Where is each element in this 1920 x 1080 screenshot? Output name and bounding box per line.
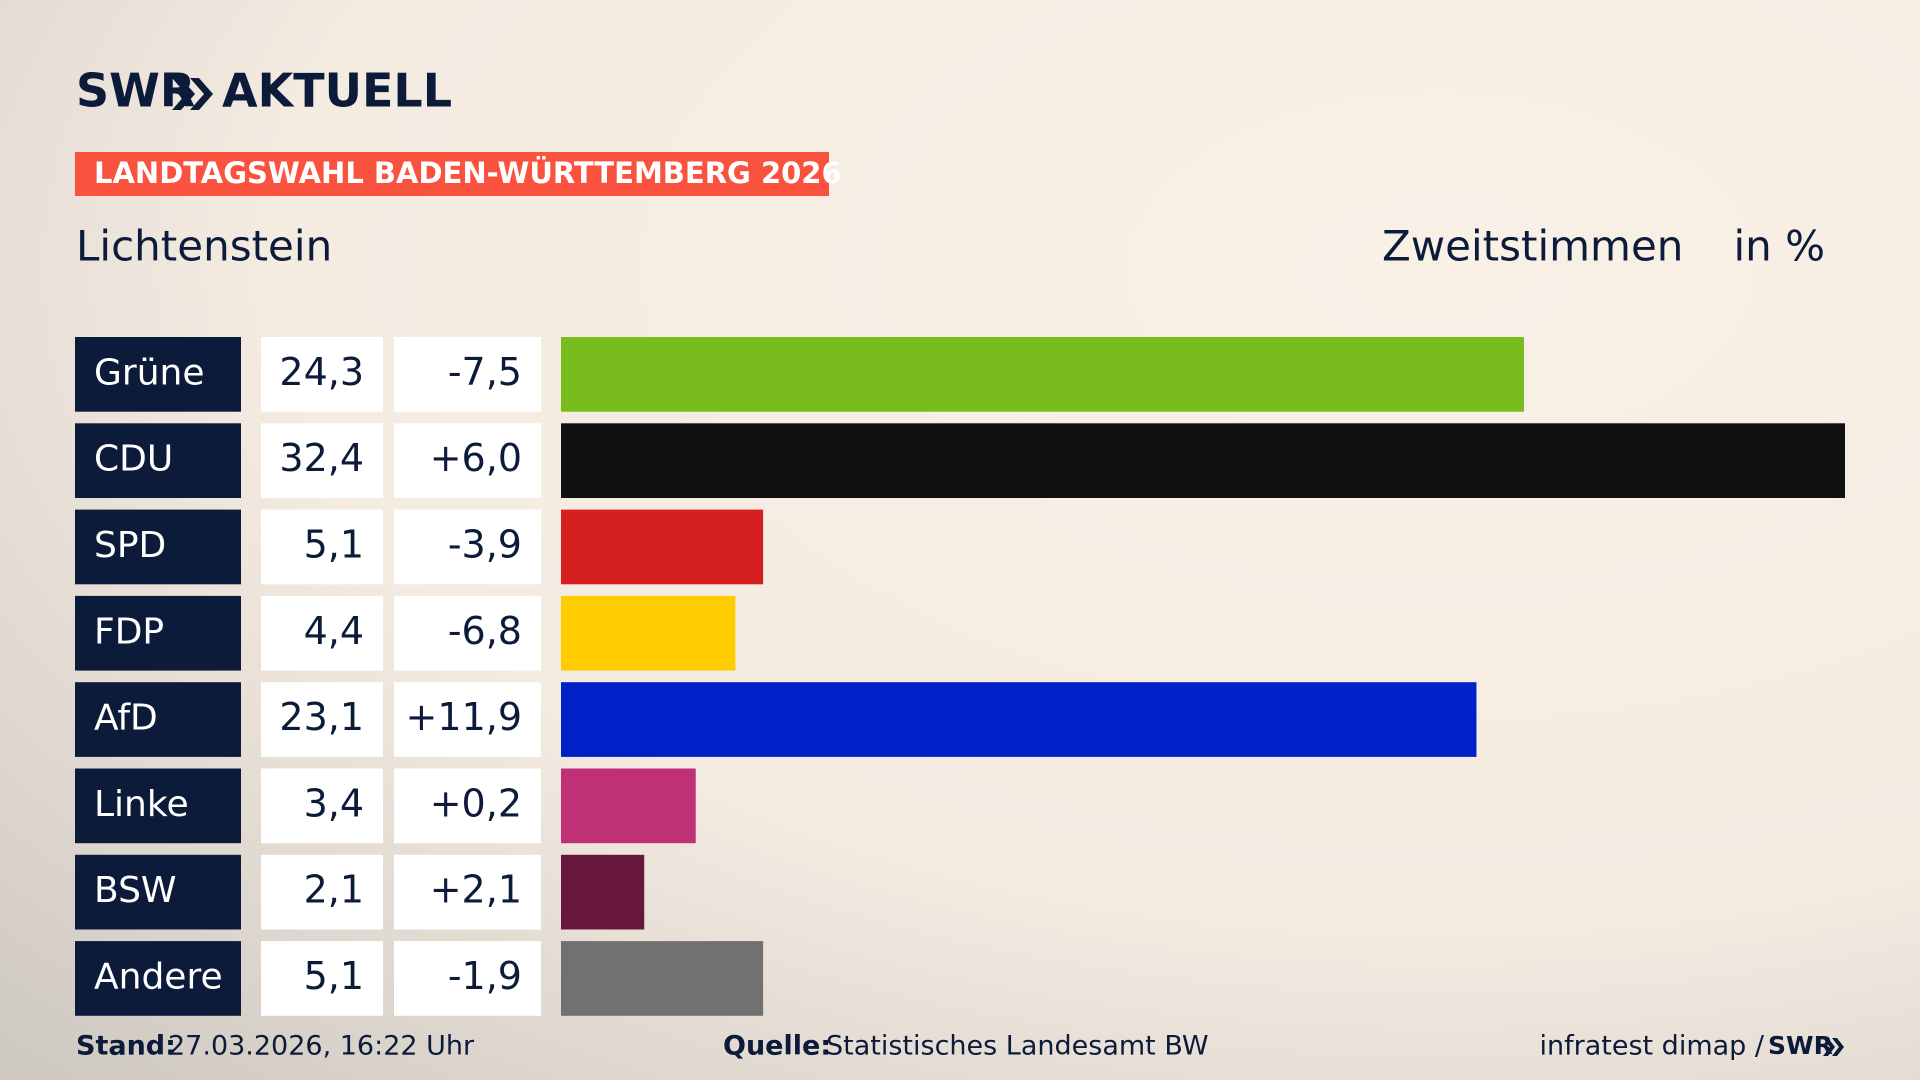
change-cell <box>394 941 541 1016</box>
party-cell <box>75 682 241 757</box>
change-label: -7,5 <box>448 350 522 394</box>
change-cell <box>394 768 541 844</box>
source-label: Quelle: <box>723 1031 831 1062</box>
party-label: SPD <box>94 525 166 566</box>
measure: Zweitstimmen <box>1382 222 1683 271</box>
value-cell <box>261 595 383 671</box>
change-cell <box>394 854 541 930</box>
party-cell <box>75 854 241 930</box>
party-cell <box>75 941 241 1016</box>
rows: Grüne 24,3 -7,5 CDU 32,4 +6,0 SPD 5,1 -3,9 FDP 4,4… <box>75 337 1845 1016</box>
value-label: 23,1 <box>279 695 364 739</box>
party-cell <box>75 337 241 412</box>
change-label: -3,9 <box>448 522 522 566</box>
stand: 27.03.2026, 16:22 Uhr <box>168 1031 475 1062</box>
value-cell <box>261 509 383 585</box>
credit-brand: SWR <box>1768 1031 1833 1060</box>
bar <box>561 941 764 1016</box>
value-cell <box>261 337 383 412</box>
subtitle: Lichtenstein <box>76 222 332 271</box>
chart-title: LANDTAGSWAHL BADEN-WÜRTTEMBERG 2026 <box>94 156 842 190</box>
value-cell <box>261 768 383 844</box>
party-label: Linke <box>94 784 189 825</box>
change-cell <box>394 337 541 412</box>
value-cell <box>261 941 383 1016</box>
value-label: 5,1 <box>304 954 364 998</box>
party-cell <box>75 768 241 844</box>
brand-chevrons <box>172 78 213 110</box>
party-label: Grüne <box>94 352 204 393</box>
stand-label: Stand: <box>76 1031 176 1062</box>
party-label: AfD <box>94 698 158 739</box>
unit: in % <box>1733 222 1825 271</box>
value-cell <box>261 423 383 498</box>
value-label: 4,4 <box>304 609 364 653</box>
party-label: CDU <box>94 439 173 480</box>
party-label: Andere <box>94 956 223 997</box>
value-label: 5,1 <box>304 522 364 566</box>
change-cell <box>394 595 541 671</box>
bar <box>561 595 736 671</box>
bar <box>561 682 1477 757</box>
bar <box>561 854 645 930</box>
title-banner <box>75 152 829 196</box>
party-label: FDP <box>94 611 164 652</box>
brand-product: AKTUELL <box>222 64 452 118</box>
bar <box>561 768 696 844</box>
value-label: 2,1 <box>304 868 364 912</box>
bar <box>561 509 764 585</box>
change-label: -1,9 <box>448 954 522 998</box>
credit: infratest dimap / <box>1539 1031 1764 1062</box>
bar <box>561 423 1845 498</box>
party-cell <box>75 509 241 585</box>
source: Statistisches Landesamt BW <box>826 1031 1209 1062</box>
change-label: +2,1 <box>430 868 522 912</box>
value-label: 3,4 <box>304 781 364 825</box>
change-cell <box>394 682 541 757</box>
value-cell <box>261 682 383 757</box>
change-label: -6,8 <box>448 609 522 653</box>
change-cell <box>394 509 541 585</box>
value-cell <box>261 854 383 930</box>
bar <box>561 337 1524 412</box>
party-cell <box>75 423 241 498</box>
change-cell <box>394 423 541 498</box>
party-label: BSW <box>94 870 177 911</box>
party-cell <box>75 595 241 671</box>
value-label: 32,4 <box>279 436 364 480</box>
change-label: +0,2 <box>430 781 522 825</box>
credit-chevrons <box>1823 1038 1844 1056</box>
change-label: +11,9 <box>406 695 522 739</box>
change-label: +6,0 <box>430 436 522 480</box>
value-label: 24,3 <box>279 350 364 394</box>
